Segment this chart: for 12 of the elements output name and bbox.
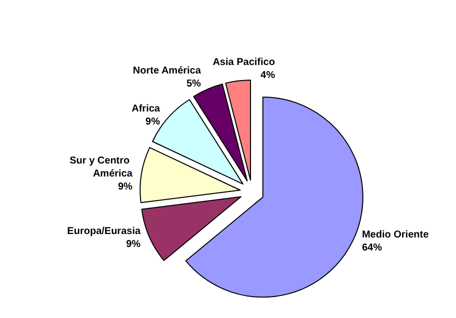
data-label: 9% xyxy=(118,181,133,192)
slice-label: Norte América xyxy=(132,66,202,77)
data-label: 64% xyxy=(362,242,382,254)
slice-label: Medio Oriente xyxy=(362,229,430,240)
slice-label: Asia Pacifico xyxy=(212,56,275,68)
data-label: 9% xyxy=(146,116,160,128)
slice-label: Sur y Centro América xyxy=(70,155,133,180)
data-label: 9% xyxy=(126,239,141,250)
slice-label: Europa/Eurasia xyxy=(67,226,141,238)
slice-label: Africa xyxy=(132,103,160,114)
data-label: 5% xyxy=(186,78,202,90)
data-label: 4% xyxy=(260,70,276,81)
